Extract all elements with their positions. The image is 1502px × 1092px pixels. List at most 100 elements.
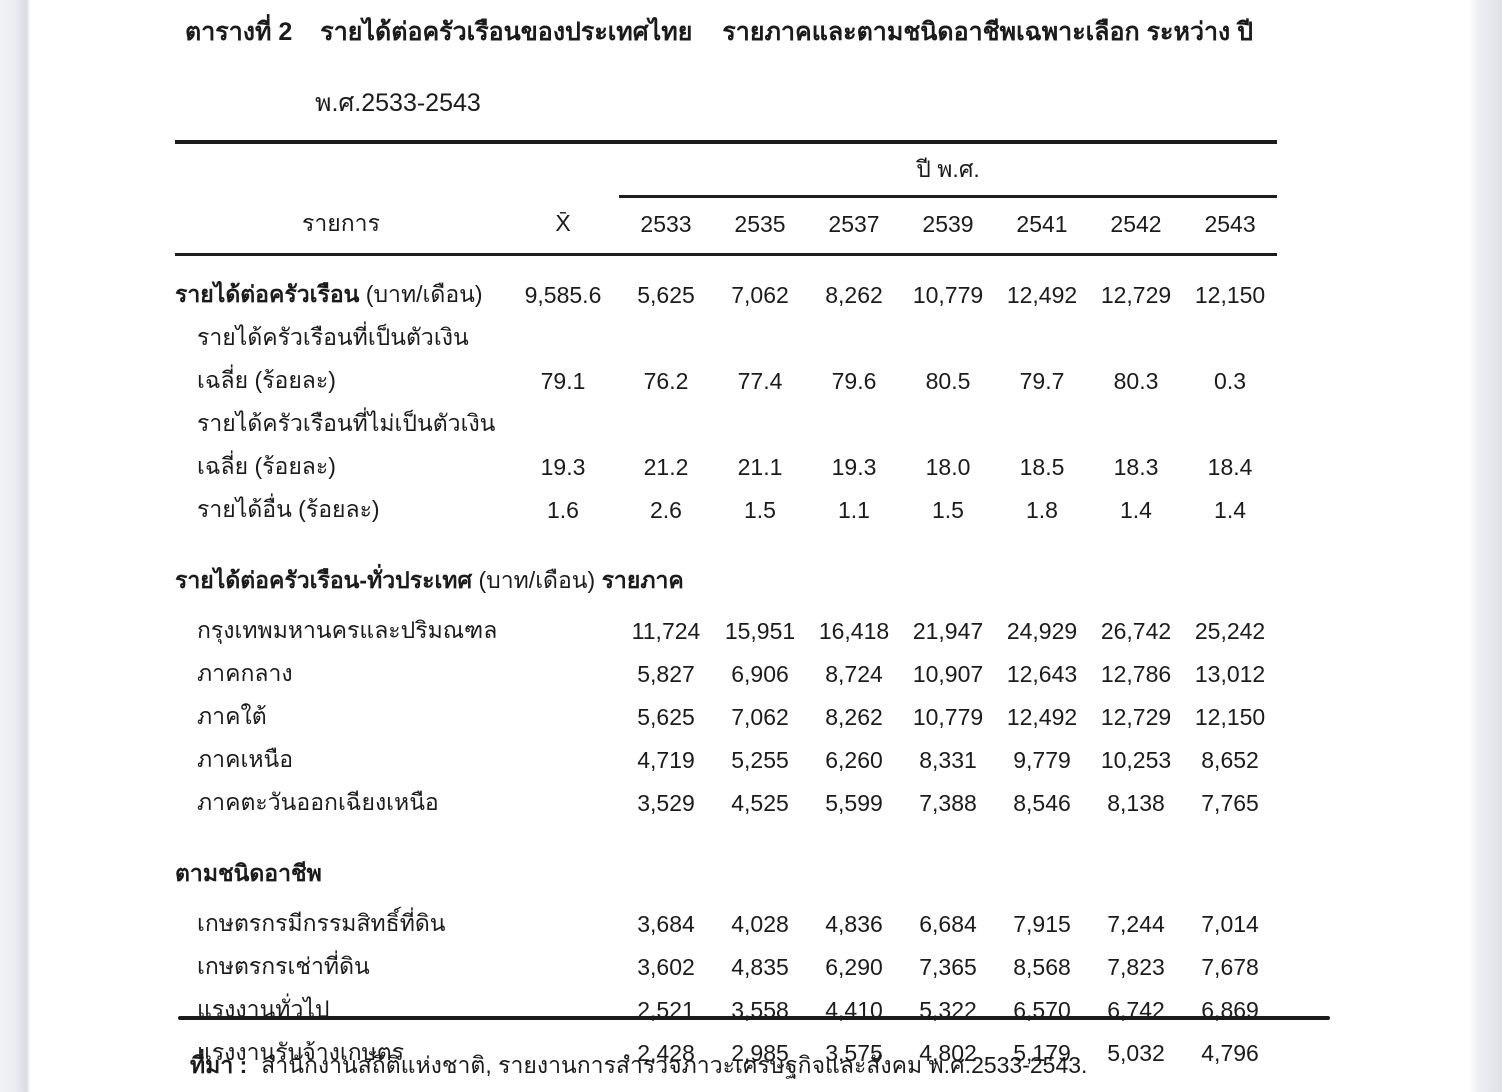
- row-label-normal: เกษตรกรมีกรรมสิทธิ์ที่ดิน: [197, 910, 446, 936]
- year-value: 7,014: [1201, 910, 1259, 937]
- year-value: 4,802: [919, 1039, 977, 1066]
- year-value: 79.7: [1019, 367, 1065, 394]
- year-value: 6,684: [919, 910, 977, 937]
- year-value: 3,684: [637, 910, 695, 937]
- year-value: [713, 403, 807, 446]
- year-value: [807, 403, 901, 446]
- year-value: 80.5: [925, 367, 971, 394]
- table-row: แรงงานทั่วไป 2,521 3,558 4,410 5,322 6,570 6,7…: [175, 989, 1277, 1032]
- year-value: 7,062: [731, 703, 789, 730]
- mean-value: [507, 739, 619, 782]
- year-value: 3,529: [637, 789, 695, 816]
- mean-value: [507, 903, 619, 946]
- year-value: 79.6: [831, 367, 877, 394]
- year-value: 6,260: [825, 746, 883, 773]
- column-header-row: รายการ X̄ 2533 2535 2537 2539 2541 2542 …: [175, 196, 1278, 256]
- table-bottom-rule: [178, 1016, 1330, 1020]
- year-value: 12,150: [1194, 703, 1266, 730]
- year-value: 21,947: [912, 617, 984, 644]
- year-value: 4,836: [825, 910, 883, 937]
- title-part1: รายได้ต่อครัวเรือนของประเทศไทย: [320, 18, 693, 46]
- year-value: 7,765: [1201, 789, 1259, 816]
- row-label: เฉลี่ย (ร้อยละ): [175, 446, 507, 489]
- year-value: [901, 317, 995, 360]
- year-value: 1.4: [1214, 496, 1247, 523]
- year-value: 4,719: [637, 746, 695, 773]
- year-group-header: ปี พ.ศ.: [619, 142, 1278, 198]
- year-value: 8,568: [1013, 953, 1071, 980]
- year-value: 4,835: [731, 953, 789, 980]
- row-label-normal: ภาคใต้: [197, 703, 267, 729]
- item-column-header: รายการ: [175, 196, 507, 256]
- table-row: กรุงเทพมหานครและปริมณฑล 11,724 15,951 16,41…: [175, 610, 1277, 653]
- year-value: 8,652: [1201, 746, 1259, 773]
- mean-value: [507, 653, 619, 696]
- year-value: 3,575: [825, 1039, 883, 1066]
- year-value: [1183, 403, 1277, 446]
- table-row: เกษตรกรมีกรรมสิทธิ์ที่ดิน 3,684 4,028 4,836…: [175, 903, 1277, 946]
- year-column-header: 2539: [901, 196, 995, 256]
- year-value: 9,779: [1013, 746, 1071, 773]
- year-value: 12,492: [1006, 281, 1078, 308]
- page-edge-left: [0, 0, 30, 1092]
- page-edge-right: [1468, 0, 1502, 1092]
- year-value: 2.6: [650, 496, 682, 523]
- year-value: 10,779: [912, 281, 984, 308]
- year-value: 5,625: [637, 703, 695, 730]
- row-label: กรุงเทพมหานครและปริมณฑล: [175, 610, 507, 653]
- year-value: 12,786: [1100, 660, 1172, 687]
- year-value: 7,915: [1013, 910, 1071, 937]
- year-value: [619, 317, 713, 360]
- title-part2: รายภาคและตามชนิดอาชีพเฉพาะเลือก ระหว่าง …: [722, 18, 1254, 46]
- row-label: แรงงานทั่วไป: [175, 989, 507, 1032]
- year-value: [995, 403, 1089, 446]
- mean-column-header: X̄: [507, 196, 619, 256]
- table-row: รายได้อื่น (ร้อยละ) 1.6 2.6 1.5 1.1 1.5 1.8 1.4…: [175, 489, 1277, 532]
- table-row: เกษตรกรเช่าที่ดิน 3,602 4,835 6,290 7,365 8,5…: [175, 946, 1277, 989]
- year-value: 4,028: [731, 910, 789, 937]
- table-number-label: ตารางที่ 2: [185, 18, 293, 46]
- year-value: 5,032: [1107, 1039, 1165, 1066]
- year-value: 8,262: [825, 281, 883, 308]
- row-label-normal: ภาคกลาง: [197, 660, 293, 686]
- section-row: รายได้ต่อครัวเรือน-ทั่วประเทศ (บาท/เดือน…: [175, 532, 1277, 610]
- row-label: รายได้ครัวเรือนที่ไม่เป็นตัวเงิน: [175, 403, 507, 446]
- year-value: [1089, 403, 1183, 446]
- year-value: 4,796: [1201, 1039, 1259, 1066]
- year-value: 10,779: [912, 703, 984, 730]
- mean-value: [507, 696, 619, 739]
- year-value: 11,724: [631, 617, 701, 644]
- table-row: ภาคเหนือ 4,719 5,255 6,260 8,331 9,779 10,253 8…: [175, 739, 1277, 782]
- year-value: [807, 317, 901, 360]
- table-row: แรงงานรับจ้างเกษตร 2,428 2,985 3,575 4,802 5,…: [175, 1032, 1277, 1075]
- year-value: 18.4: [1207, 453, 1253, 480]
- row-label: ภาคใต้: [175, 696, 507, 739]
- row-label-normal: ภาคเหนือ: [197, 746, 294, 772]
- mean-value: 79.1: [540, 367, 586, 394]
- row-label-bold: รายได้ต่อครัวเรือน: [175, 281, 360, 307]
- mean-value: [507, 403, 619, 446]
- year-value: 2,428: [637, 1039, 695, 1066]
- year-value: 1.5: [744, 496, 776, 523]
- section-row: ตามชนิดอาชีพ: [175, 825, 1277, 903]
- mean-value: 19.3: [540, 453, 586, 480]
- row-label-normal: รายได้ครัวเรือนที่ไม่เป็นตัวเงิน: [197, 410, 496, 436]
- year-value: 5,599: [825, 789, 883, 816]
- year-value: 6,869: [1201, 996, 1259, 1023]
- row-label: เกษตรกรเช่าที่ดิน: [175, 946, 507, 989]
- year-value: 21.1: [737, 453, 783, 480]
- year-value: 3,602: [637, 953, 695, 980]
- year-value: 1.1: [838, 496, 870, 523]
- year-column-header: 2542: [1089, 196, 1183, 256]
- year-value: 12,492: [1006, 703, 1078, 730]
- source-label: ที่มา :: [190, 1052, 248, 1078]
- row-label: เฉลี่ย (ร้อยละ): [175, 360, 507, 403]
- year-value: 8,262: [825, 703, 883, 730]
- row-label-normal: เฉลี่ย (ร้อยละ): [197, 453, 336, 479]
- year-value: [1183, 317, 1277, 360]
- year-value: 6,290: [825, 953, 883, 980]
- year-value: 15,951: [724, 617, 796, 644]
- row-label-normal: รายได้ครัวเรือนที่เป็นตัวเงิน: [197, 324, 469, 350]
- year-value: 80.3: [1113, 367, 1159, 394]
